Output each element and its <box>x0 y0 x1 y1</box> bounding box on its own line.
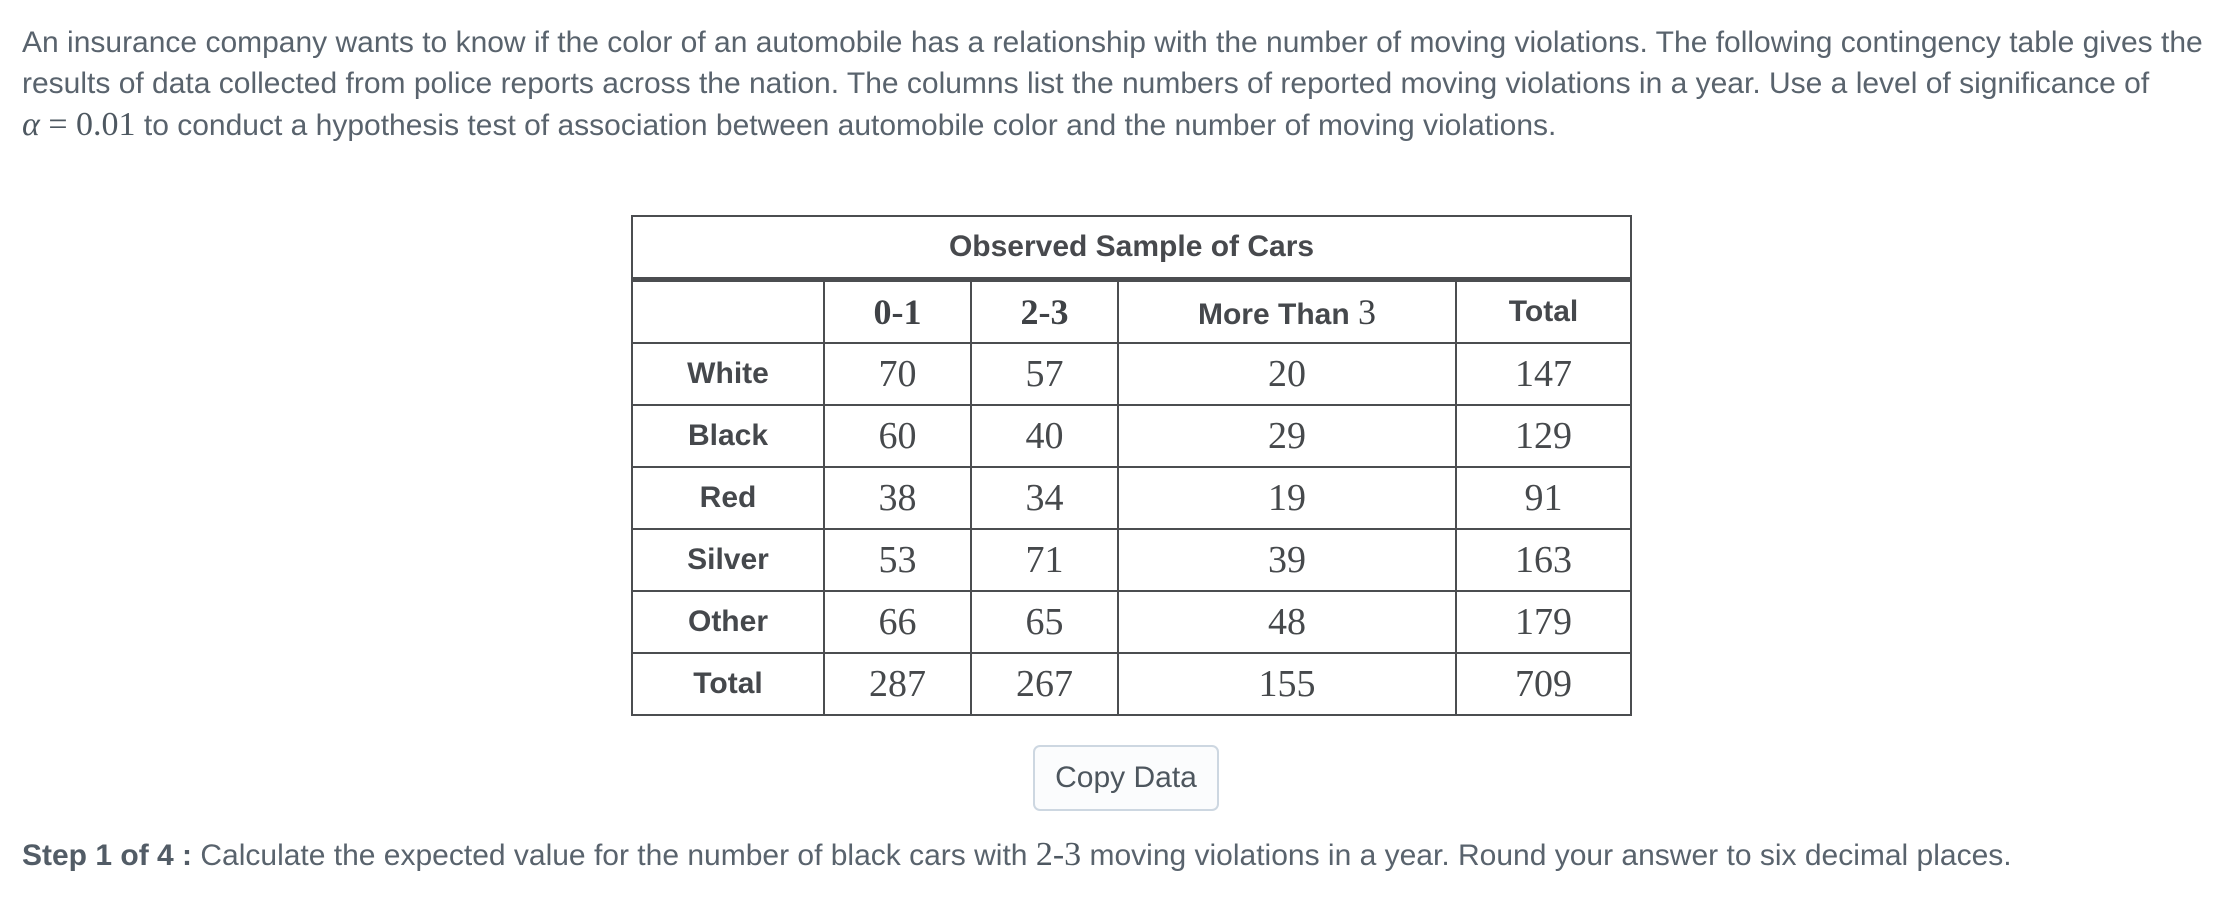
step-indicator: Step 1 of 4 : <box>22 839 193 872</box>
row-label: Total <box>631 652 825 716</box>
cell-value: 70 <box>823 342 972 406</box>
table-row-other: Other 66 65 48 179 <box>631 590 1633 654</box>
cell-value: 147 <box>1454 342 1633 406</box>
cell-value: 91 <box>1454 466 1633 530</box>
column-header-2-3: 2-3 <box>970 278 1119 344</box>
problem-line-1: An insurance company wants to know if th… <box>22 26 2203 59</box>
cell-value: 57 <box>970 342 1119 406</box>
row-label: White <box>631 342 825 406</box>
cell-value: 163 <box>1454 528 1633 592</box>
cell-value: 65 <box>970 590 1119 654</box>
row-label: Other <box>631 590 825 654</box>
column-header-total: Total <box>1454 278 1633 344</box>
step-instruction: Step 1 of 4 : Calculate the expected val… <box>22 834 2212 876</box>
table-row-white: White 70 57 20 147 <box>631 342 1633 406</box>
table-title-row: Observed Sample of Cars <box>630 215 1633 282</box>
step-text-before: Calculate the expected value for the num… <box>192 839 1036 872</box>
cell-value: 155 <box>1117 652 1457 716</box>
table-row-red: Red 38 34 19 91 <box>631 466 1633 530</box>
cell-value: 287 <box>823 652 972 716</box>
table-header-row: 0-1 2-3 More Than 3 Total <box>631 278 1633 344</box>
copy-data-button[interactable]: Copy Data <box>1033 745 1219 811</box>
cell-value: 34 <box>970 466 1119 530</box>
cell-value: 53 <box>823 528 972 592</box>
cell-value: 709 <box>1454 652 1633 716</box>
cell-value: 60 <box>823 404 972 468</box>
row-label: Red <box>631 466 825 530</box>
alpha-expression: α = 0.01 <box>22 106 136 143</box>
column-header-more-than-3: More Than 3 <box>1117 278 1457 344</box>
cell-value: 20 <box>1117 342 1457 406</box>
table-row-total: Total 287 267 155 709 <box>631 652 1633 716</box>
cell-value: 19 <box>1117 466 1457 530</box>
cell-value: 66 <box>823 590 972 654</box>
corner-cell <box>631 278 825 344</box>
cell-value: 29 <box>1117 404 1457 468</box>
cell-value: 40 <box>970 404 1119 468</box>
cell-value: 39 <box>1117 528 1457 592</box>
observed-sample-table: Observed Sample of Cars 0-1 2-3 More Tha… <box>630 215 1633 716</box>
step-math-2-3: 2-3 <box>1035 836 1082 873</box>
cell-value: 267 <box>970 652 1119 716</box>
table-title: Observed Sample of Cars <box>630 215 1633 282</box>
cell-value: 38 <box>823 466 972 530</box>
row-label: Silver <box>631 528 825 592</box>
cell-value: 179 <box>1454 590 1633 654</box>
alpha-value: = 0.01 <box>39 106 136 143</box>
cell-value: 71 <box>970 528 1119 592</box>
alpha-symbol: α <box>22 106 40 143</box>
cell-value: 129 <box>1454 404 1633 468</box>
cell-value: 48 <box>1117 590 1457 654</box>
row-label: Black <box>631 404 825 468</box>
table-row-black: Black 60 40 29 129 <box>631 404 1633 468</box>
column-header-0-1: 0-1 <box>823 278 972 344</box>
problem-line-2: results of data collected from police re… <box>22 67 2150 100</box>
table-row-silver: Silver 53 71 39 163 <box>631 528 1633 592</box>
problem-statement: An insurance company wants to know if th… <box>22 22 2212 146</box>
step-text-after: moving violations in a year. Round your … <box>1081 839 2012 872</box>
problem-line-3: to conduct a hypothesis test of associat… <box>135 109 1557 142</box>
